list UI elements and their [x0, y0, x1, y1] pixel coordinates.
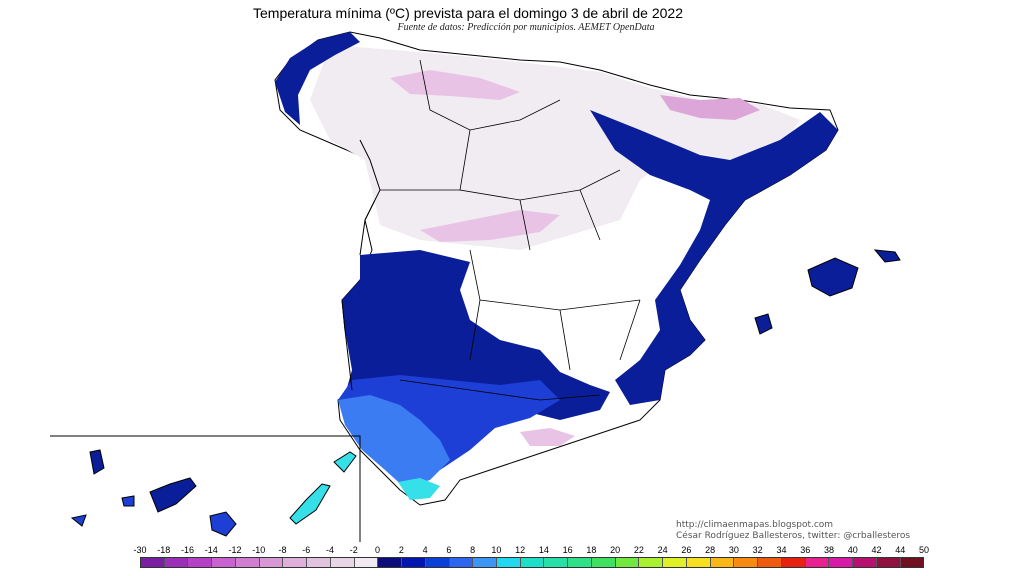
legend-label: 34	[776, 545, 787, 555]
legend-swatch	[497, 558, 521, 567]
legend-label: 42	[871, 545, 882, 555]
canarias-inset-frame	[50, 435, 361, 542]
la-palma	[89, 449, 105, 475]
legend-swatch	[307, 558, 331, 567]
legend-swatch	[354, 558, 379, 567]
legend-swatch	[449, 558, 474, 567]
legend-label: 4	[422, 545, 428, 555]
legend-swatch	[520, 558, 545, 567]
legend-label: -2	[349, 545, 358, 555]
legend-label: 8	[470, 545, 476, 555]
menorca	[873, 249, 901, 263]
legend-label: 2	[398, 545, 404, 555]
legend-swatch	[188, 558, 213, 567]
legend-label: 14	[538, 545, 549, 555]
legend-label: 22	[633, 545, 644, 555]
legend-label: -30	[133, 545, 147, 555]
legend-label: -14	[204, 545, 218, 555]
legend-swatch	[378, 558, 403, 567]
legend-label: 26	[681, 545, 692, 555]
legend-label: -12	[228, 545, 242, 555]
legend-swatch	[141, 558, 165, 567]
credits-blog: http://climaenmapas.blogspot.com	[676, 520, 834, 530]
legend-label: 44	[895, 545, 906, 555]
zone-frost-south	[520, 428, 575, 446]
legend-swatch	[425, 558, 450, 567]
legend-swatch	[259, 558, 284, 567]
legend-label: 38	[823, 545, 834, 555]
legend-label: 50	[918, 545, 930, 555]
map-title: Temperatura mínima (ºC) prevista para el…	[253, 5, 683, 21]
legend-swatch	[283, 558, 308, 567]
map-subtitle: Fuente de datos: Predicción por municipi…	[397, 22, 655, 33]
legend-label: -8	[278, 545, 287, 555]
legend-swatch	[591, 558, 616, 567]
credits: http://climaenmapas.blogspot.com César R…	[676, 520, 910, 542]
zone-cadiz-cyan	[398, 478, 440, 500]
legend-swatch	[164, 558, 189, 567]
legend-label: -18	[157, 545, 171, 555]
lanzarote	[333, 451, 357, 473]
legend-swatch	[615, 558, 640, 567]
legend-label: 36	[800, 545, 811, 555]
tenerife	[149, 477, 197, 513]
legend-labels: -30 -18 -16 -14 -12 -10 -8 -6 -4 -2 0 2 4 6 8 10 12 14 16 1…	[0, 545, 1024, 557]
legend-swatch	[829, 558, 854, 567]
mallorca	[807, 257, 859, 297]
legend-swatch	[544, 558, 569, 567]
legend-label: -6	[302, 545, 311, 555]
zone-near-zero	[310, 45, 800, 250]
zone-southwest-light	[338, 395, 450, 488]
legend-label: 32	[752, 545, 763, 555]
legend-swatch	[402, 558, 426, 567]
zone-frost-central	[420, 210, 560, 242]
legend-label: 20	[610, 545, 621, 555]
legend-label: 16	[562, 545, 573, 555]
legend-label: 40	[847, 545, 858, 555]
legend-label: 30	[728, 545, 739, 555]
legend-label: 6	[446, 545, 452, 555]
legend-swatch	[781, 558, 806, 567]
legend-swatch	[473, 558, 498, 567]
legend-colorbar	[140, 557, 924, 568]
gran-canaria	[209, 511, 237, 537]
legend-label: 0	[375, 545, 381, 555]
legend-swatch	[686, 558, 711, 567]
fuerteventura	[289, 483, 331, 525]
legend-swatch	[212, 558, 236, 567]
legend-swatch	[805, 558, 830, 567]
legend-label: 12	[515, 545, 526, 555]
credits-author: César Rodríguez Ballesteros, twitter: @c…	[676, 531, 911, 541]
zone-galicia-coast	[275, 32, 360, 125]
legend-label: 10	[491, 545, 502, 555]
legend-label: -10	[252, 545, 266, 555]
el-hierro	[70, 514, 87, 527]
la-gomera	[121, 495, 135, 507]
legend-swatch	[734, 558, 759, 567]
legend-swatch	[330, 558, 355, 567]
legend-swatch	[758, 558, 782, 567]
legend-label: -4	[326, 545, 335, 555]
legend-label: -16	[180, 545, 195, 555]
legend-swatch	[900, 558, 924, 567]
legend-swatch	[876, 558, 901, 567]
zone-frost-cantabrian	[390, 70, 520, 100]
legend-swatch	[710, 558, 735, 567]
legend-swatch	[235, 558, 260, 567]
legend-swatch	[639, 558, 664, 567]
legend-label: 24	[657, 545, 668, 555]
legend-swatch	[853, 558, 877, 567]
ibiza	[754, 313, 773, 335]
legend-swatch	[568, 558, 592, 567]
legend-label: 28	[705, 545, 716, 555]
zone-frost-pyrenees	[660, 95, 760, 120]
province-borders	[380, 59, 641, 401]
legend-label: 18	[586, 545, 597, 555]
legend-swatch	[663, 558, 687, 567]
zone-ebro-mediterranean	[590, 110, 838, 405]
